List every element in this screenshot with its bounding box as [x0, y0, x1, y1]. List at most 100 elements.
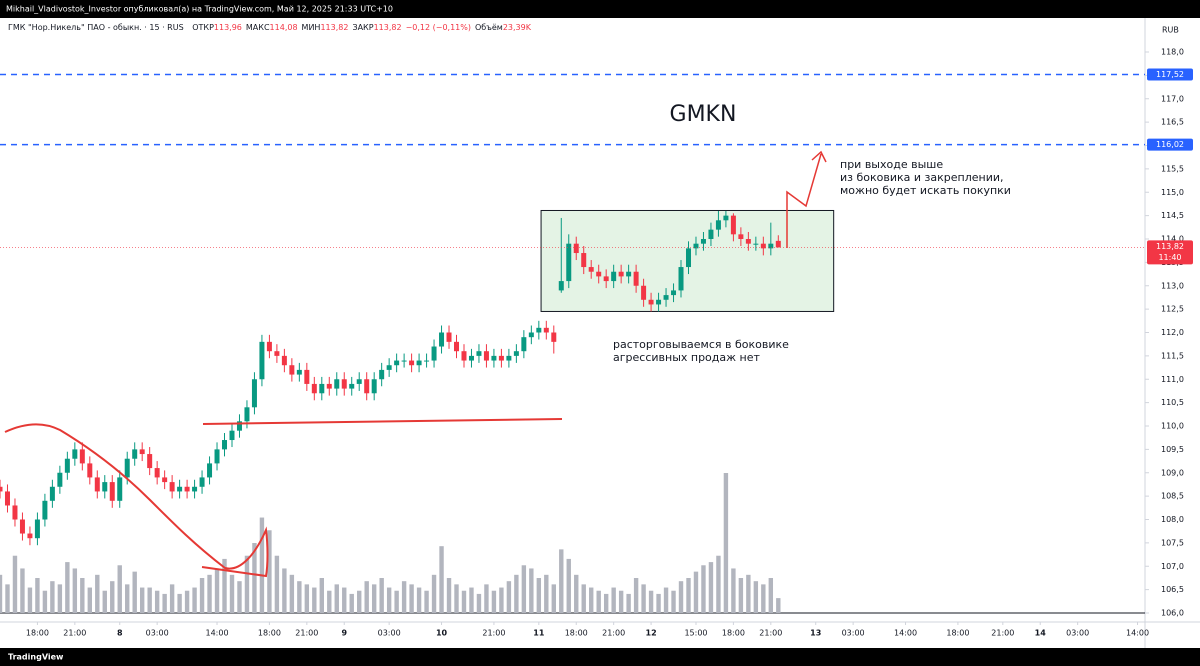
- volume-bar: [499, 587, 504, 613]
- y-tick-label: 106,0: [1161, 609, 1184, 618]
- volume-bar: [80, 578, 85, 613]
- candle-body: [304, 369, 310, 384]
- volume-bar: [776, 598, 781, 613]
- y-tick-label: 116,5: [1161, 118, 1184, 127]
- y-tick-label: 115,5: [1161, 164, 1184, 173]
- candle-body: [64, 458, 70, 473]
- info-value: 113,82: [374, 23, 402, 32]
- volume-bar: [12, 555, 18, 613]
- volume-bar: [738, 578, 744, 613]
- volume-bar: [327, 590, 332, 613]
- candle-body: [296, 369, 302, 375]
- info-label: ОТКР: [192, 23, 214, 32]
- info-label: МАКС: [246, 23, 270, 32]
- candle-body: [79, 449, 85, 464]
- candle-body: [251, 379, 257, 408]
- last-price-timer: 11:40: [1158, 253, 1181, 262]
- volume-bar: [633, 578, 639, 613]
- annotation-text: при выходе выше: [840, 158, 943, 171]
- volume-bar: [581, 584, 586, 613]
- volume-bar: [27, 587, 33, 613]
- volume-bar: [386, 587, 392, 613]
- candle-body: [611, 271, 617, 282]
- volume-bar: [476, 593, 482, 613]
- candle-body: [528, 332, 534, 338]
- publisher: Mikhail_Vladivostok_Investor опубликовал…: [6, 5, 393, 14]
- candle-body: [708, 229, 714, 239]
- x-tick-label: 10: [436, 629, 448, 638]
- candle-body: [334, 379, 340, 389]
- volume-bar: [424, 590, 429, 613]
- candle-body: [760, 243, 766, 249]
- candle-body: [289, 365, 295, 375]
- x-tick-label: 11: [533, 629, 545, 638]
- candle-body: [199, 477, 205, 487]
- candle-body: [536, 327, 542, 333]
- candle-body: [454, 341, 460, 352]
- volume-bar: [72, 568, 78, 613]
- y-tick-label: 118,0: [1161, 48, 1184, 57]
- volume-bar: [559, 549, 564, 613]
- candle-body: [431, 346, 437, 361]
- x-tick-label: 21:00: [482, 629, 505, 638]
- candle-body: [446, 332, 452, 342]
- candle-body: [49, 486, 55, 501]
- volume-bar: [319, 578, 324, 613]
- candle-body: [124, 458, 130, 478]
- candle-body: [169, 482, 175, 492]
- candle-body: [723, 215, 729, 221]
- volume-bar: [678, 581, 684, 613]
- candle-body: [0, 486, 3, 492]
- y-tick-label: 110,0: [1161, 422, 1184, 431]
- candle-body: [700, 239, 706, 244]
- candle-body: [513, 351, 519, 356]
- volume-bar: [641, 584, 646, 613]
- candle-body: [386, 365, 392, 370]
- candle-body: [558, 281, 564, 291]
- volume-bar: [618, 590, 624, 613]
- level-label: 116,02: [1156, 140, 1184, 149]
- candle-body: [416, 360, 422, 366]
- volume-bar: [154, 590, 160, 613]
- hand-drawn-curve: [4, 423, 269, 578]
- volume-bar: [431, 574, 437, 613]
- x-tick-label: 9: [341, 629, 347, 638]
- volume-bar: [514, 574, 519, 613]
- candle-body: [236, 421, 242, 431]
- volume-bar: [349, 593, 354, 613]
- volume-bar: [723, 473, 729, 613]
- candle-body: [476, 351, 482, 356]
- volume-bar: [214, 568, 220, 613]
- y-tick-label: 107,5: [1161, 538, 1184, 547]
- hand-drawn-support: [202, 418, 563, 425]
- candle-body: [573, 243, 579, 254]
- volume-bar: [521, 565, 527, 613]
- candle-body: [506, 355, 512, 361]
- candle-body: [685, 248, 691, 268]
- volume-bar: [110, 581, 115, 613]
- volume-bar: [237, 581, 242, 613]
- y-tick-label: 114,0: [1161, 235, 1184, 244]
- volume-bar: [192, 587, 197, 613]
- volume-bar: [42, 590, 48, 613]
- volume-bar: [147, 587, 152, 613]
- candle-body: [162, 477, 168, 483]
- symbol: ГМК "Нор.Никель" ПАО - обыкн. · 15 · RUS: [8, 23, 184, 32]
- candle-body: [641, 285, 647, 300]
- candle-body: [341, 379, 347, 389]
- volume-bar: [95, 574, 100, 613]
- volume-bar: [0, 574, 3, 613]
- breakout-arrow: [786, 150, 827, 248]
- volume-bar: [566, 558, 571, 613]
- y-tick-label: 109,0: [1161, 468, 1184, 477]
- y-tick-label: 108,0: [1161, 515, 1184, 524]
- candle-body: [401, 360, 407, 362]
- candle-body: [132, 449, 138, 459]
- volume-bar: [125, 584, 130, 613]
- volume-bar: [551, 584, 556, 613]
- candle-body: [693, 243, 699, 249]
- volume-bar: [5, 584, 10, 613]
- volume-bar: [454, 584, 459, 613]
- y-tick-label: 111,5: [1161, 351, 1184, 360]
